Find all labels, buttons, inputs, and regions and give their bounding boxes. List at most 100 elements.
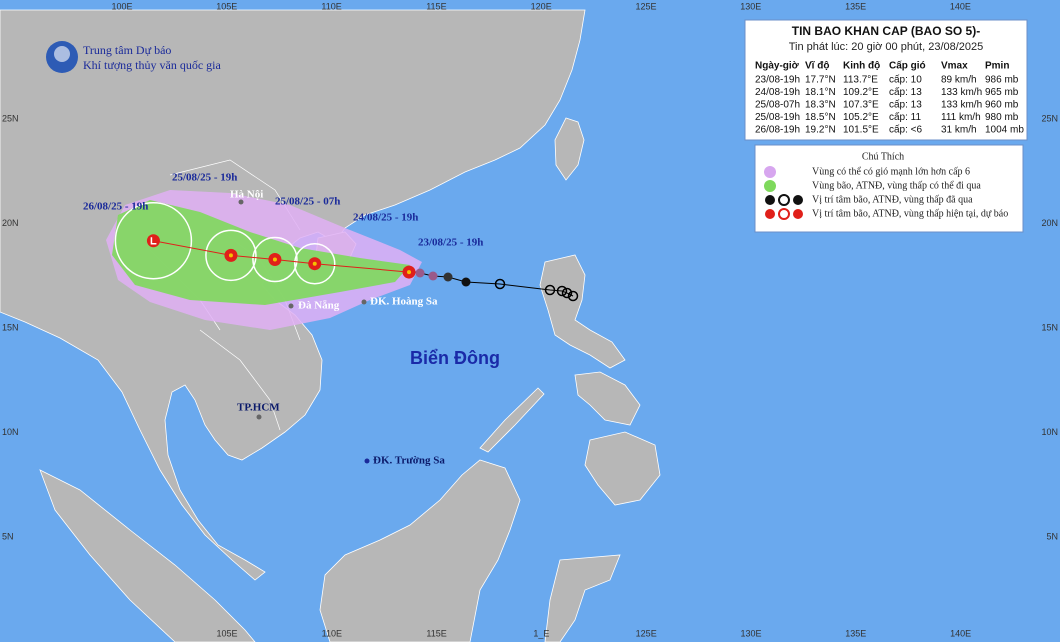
lon-label: 140E	[950, 1, 971, 11]
luzon	[539, 254, 626, 369]
city-dot	[364, 458, 370, 464]
cities: Hà Nội Đà Nẵng ĐK. Hoàng Sa TP.HCM ĐK. T…	[230, 189, 500, 467]
table-cell: 133 km/h	[941, 87, 982, 98]
lon-label: 100E	[111, 1, 132, 11]
city-label: ĐK. Hoàng Sa	[370, 296, 438, 308]
table-cell: 113.7°E	[843, 75, 878, 86]
city-dot	[361, 299, 367, 305]
track-label: 25/08/25 - 19h	[172, 172, 237, 184]
forecast-circle	[205, 229, 257, 282]
table-cell: 18.1°N	[805, 87, 836, 98]
forecast-eye	[228, 253, 233, 258]
lat-label: 5N	[1046, 531, 1058, 541]
table-cell: 101.5°E	[843, 125, 879, 136]
table-header: Vmax	[941, 61, 968, 72]
lon-label: 125E	[635, 1, 656, 11]
taiwan	[554, 117, 585, 181]
bulletin-table: Ngày-giờ Vĩ độ Kinh độ Cấp gió Vmax Pmin 23/08…	[755, 60, 1024, 136]
legend-swatch	[764, 166, 776, 178]
table-cell: 18.5°N	[805, 112, 836, 123]
forecast-circle	[114, 201, 193, 280]
sulawesi	[544, 554, 621, 642]
table-cell: 25/08-07h	[755, 100, 800, 111]
table-header: Pmin	[985, 61, 1009, 72]
table-cell: cấp: 13	[889, 86, 922, 98]
track-label: 26/08/25 - 19h	[83, 201, 148, 213]
lon-label: 130E	[740, 628, 761, 638]
legend-swatch	[778, 194, 790, 206]
table-cell: 25/08-19h	[755, 112, 800, 123]
lon-label: 135E	[845, 628, 866, 638]
past-storm	[428, 271, 438, 281]
track-labels: 23/08/25 - 19h 24/08/25 - 19h 25/08/25 -…	[83, 172, 483, 249]
legend-box: Chú Thích Vùng có thể có gió mạnh lớn hơ…	[754, 144, 1024, 233]
org-name: Khí tượng thủy văn quốc gia	[83, 58, 222, 72]
past-storm	[461, 277, 471, 287]
table-cell: 107.3°E	[843, 100, 879, 111]
legend-swatch	[765, 195, 775, 205]
city-label: TP.HCM	[237, 402, 280, 414]
lon-label: 130E	[740, 1, 761, 11]
track-label: 25/08/25 - 07h	[275, 196, 340, 208]
lat-label: 15N	[2, 322, 19, 332]
lon-label: 120E	[531, 1, 552, 11]
table-cell: 18.3°N	[805, 100, 836, 111]
land	[0, 9, 661, 642]
table-cell: 89 km/h	[941, 75, 977, 86]
forecast-circle	[252, 236, 298, 283]
table-cell: cấp: 11	[889, 111, 921, 123]
table-cell: 986 mb	[985, 75, 1019, 86]
legend-text: Vị trí tâm bão, ATNĐ, vùng thấp đã qua	[812, 194, 973, 205]
forecast-eye	[150, 237, 157, 245]
table-cell: 23/08-19h	[755, 75, 800, 86]
table-cell: cấp: 13	[889, 99, 922, 111]
table-cell: 26/08-19h	[755, 125, 800, 136]
lon-label: 140E	[950, 628, 971, 638]
lat-label: 25N	[1041, 113, 1058, 123]
legend-text: Vùng bão, ATNĐ, vùng thấp có thể đi qua	[812, 180, 981, 191]
table-cell: 31 km/h	[941, 125, 977, 136]
track-cone	[112, 200, 410, 305]
lon-label: 125E	[636, 628, 657, 638]
legend-text: Vùng có thể có gió mạnh lớn hơn cấp 6	[812, 166, 970, 177]
table-cell: 111 km/h	[941, 112, 981, 123]
lat-label: 20N	[1041, 218, 1058, 228]
table-cell: 105.2°E	[843, 112, 879, 123]
past-storm	[415, 268, 425, 278]
past-depression	[567, 290, 579, 302]
mainland	[0, 9, 586, 581]
lon-label: 105E	[216, 628, 237, 638]
borneo	[319, 459, 521, 642]
city-dot	[288, 303, 294, 309]
legend-swatch	[764, 180, 776, 192]
past-positions	[415, 268, 579, 302]
forecast-track	[146, 234, 416, 279]
lon-label: 110E	[321, 1, 341, 11]
table-cell: 24/08-19h	[755, 87, 800, 98]
past-track	[404, 269, 574, 297]
mindanao	[584, 431, 661, 506]
table-header: Cấp gió	[889, 60, 926, 72]
past-storm	[443, 272, 453, 282]
city-dot	[238, 199, 244, 205]
bulletin-box: TIN BAO KHAN CAP (BAO SO 5)- Tin phát lú…	[744, 19, 1028, 141]
past-depression	[494, 278, 506, 290]
past-depression	[544, 284, 556, 296]
forecast-circles	[114, 201, 336, 285]
legend-swatch	[793, 209, 803, 219]
bulletin-title: TIN BAO KHAN CAP (BAO SO 5)-	[792, 24, 980, 38]
city-label: Hà Nội	[230, 189, 263, 201]
lat-label: 5N	[2, 531, 14, 541]
sea-label: Biển Đông	[410, 348, 500, 368]
past-depression	[556, 285, 568, 297]
table-cell: 960 mb	[985, 100, 1019, 111]
city-dot	[256, 414, 262, 420]
lat-label: 10N	[1041, 427, 1058, 437]
past-depression	[561, 287, 573, 299]
logo-icon	[54, 46, 70, 62]
track-label: 23/08/25 - 19h	[418, 237, 483, 249]
lon-label: 135E	[845, 1, 866, 11]
bulletin-panel	[744, 19, 1028, 141]
lon-label: 105E	[216, 1, 237, 11]
